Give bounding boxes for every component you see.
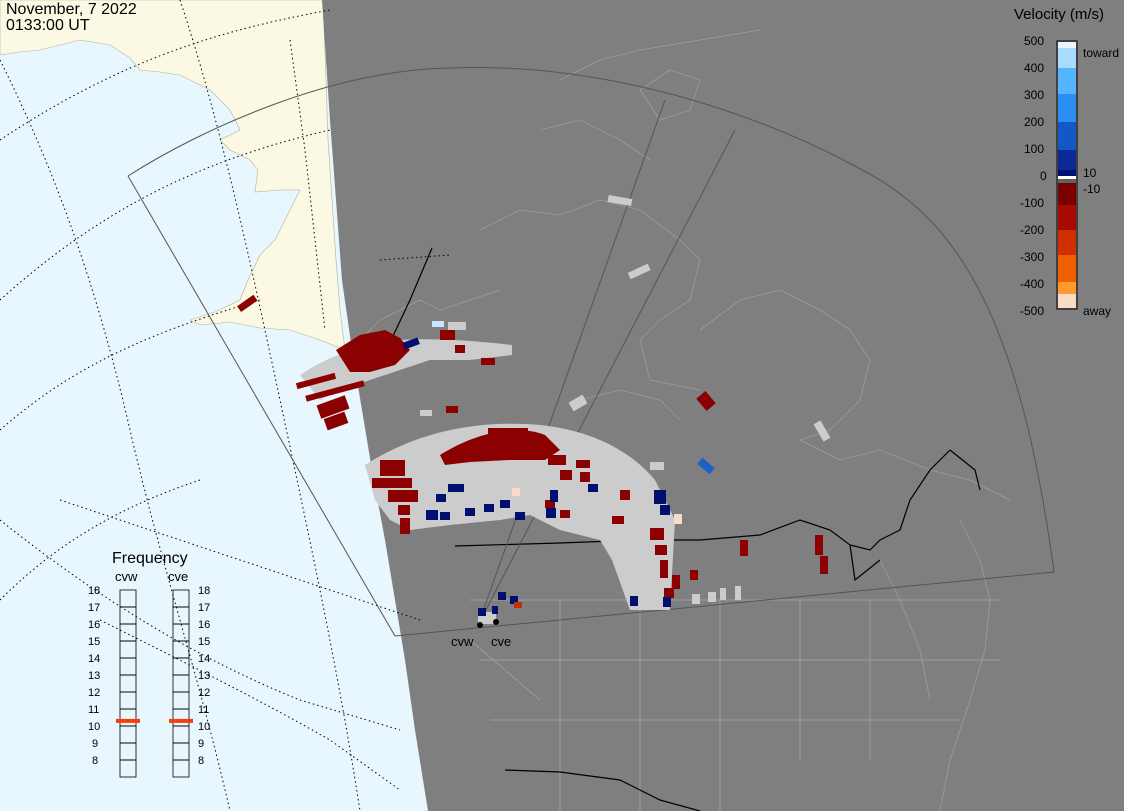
frequency-cell-cve (172, 606, 190, 625)
colorbar-tick: 100 (1024, 142, 1045, 156)
echo-toward-light (432, 321, 444, 327)
freq-tick: 9 (92, 738, 99, 750)
freq-tick: 18 (198, 585, 211, 597)
colorbar-tick: 0 (1040, 169, 1047, 183)
frequency-cell-cvw (119, 623, 137, 642)
frequency-cell-cvw (119, 657, 137, 676)
freq-tick: 10 (198, 721, 211, 733)
echo-away-mid (514, 602, 522, 608)
frequency-marker-cvw (116, 718, 140, 723)
frequency-cell-cvw (119, 589, 137, 608)
colorbar-tick: -100 (1020, 196, 1045, 210)
freq-tick: 17 (88, 602, 101, 614)
colorbar-tick: 500 (1024, 34, 1045, 48)
country-borders (391, 247, 981, 811)
colorbar-tick: -200 (1020, 223, 1045, 237)
echo-away-light (674, 514, 682, 524)
frequency-cell-cve (172, 759, 190, 778)
freq-tick: 12 (88, 687, 101, 699)
frequency-marker-cve (169, 718, 193, 723)
freq-tick: 11 (88, 704, 100, 716)
freq-tick: 12 (198, 687, 211, 699)
freq-tick: 13 (88, 670, 101, 682)
frequency-cell-cvw (119, 742, 137, 761)
freq-tick: 15 (88, 636, 101, 648)
frequency-cell-cvw (119, 708, 137, 727)
frequency-cell-cve (172, 623, 190, 642)
colorbar-lower-near: -10 (1083, 182, 1101, 196)
echoes-toward (402, 337, 671, 616)
radar-label-cvw: cvw (451, 634, 474, 649)
island (130, 30, 175, 60)
colorbar-away-label: away (1083, 304, 1112, 318)
frequency-cell-cve (172, 640, 190, 659)
frequency-cell-cve (172, 589, 190, 608)
frequency-cell-cvw (119, 674, 137, 693)
freq-tick: 18 (88, 585, 101, 597)
radar-site-cvw (477, 622, 483, 628)
sunlit-land (0, 0, 346, 351)
frequency-cell-cvw (119, 640, 137, 659)
frequency-cell-cvw (119, 725, 137, 744)
frequency-cell-cve (172, 674, 190, 693)
velocity-colorbar (1056, 40, 1078, 310)
radar-fov (127, 67, 1055, 637)
frequency-cell-cve (172, 657, 190, 676)
freq-tick: 8 (92, 755, 99, 767)
colorbar-tick: -500 (1020, 304, 1045, 318)
freq-tick: 17 (198, 602, 211, 614)
time-label: 0133:00 UT (6, 17, 90, 34)
night-region (322, 0, 1124, 811)
freq-tick: 11 (198, 704, 210, 716)
frequency-title: Frequency (112, 550, 188, 567)
colorbar-upper-near: 10 (1083, 166, 1097, 180)
freq-tick: 15 (198, 636, 211, 648)
echo-toward-mid (697, 457, 715, 475)
colorbar-tick: -400 (1020, 277, 1045, 291)
freq-tick: 13 (198, 670, 211, 682)
date-label: November, 7 2022 (6, 1, 137, 18)
lat-lon-grid (0, 0, 451, 811)
colorbar-tick: 200 (1024, 115, 1045, 129)
freq-tick: 16 (198, 619, 211, 631)
freq-tick: 8 (198, 755, 205, 767)
radar-label-cve: cve (491, 634, 511, 649)
frequency-radar-cve: cve (168, 569, 189, 584)
freq-tick: 14 (88, 653, 101, 665)
freq-tick: 14 (198, 653, 211, 665)
radar-site-cve (493, 619, 499, 625)
frequency-cell-cvw (119, 759, 137, 778)
colorbar-tick: 400 (1024, 61, 1045, 75)
frequency-cell-cve (172, 691, 190, 710)
colorbar-tick: 300 (1024, 88, 1045, 102)
echoes-away (237, 294, 828, 598)
frequency-radar-cvw: cvw (115, 569, 138, 584)
freq-tick: 9 (198, 738, 205, 750)
frequency-cell-cvw (119, 691, 137, 710)
freq-tick: 16 (88, 619, 101, 631)
coastlines-night (349, 29, 1011, 811)
frequency-cell-cve (172, 708, 190, 727)
colorbar-toward-label: toward (1083, 46, 1120, 60)
freq-tick: 10 (88, 721, 101, 733)
frequency-cell-cve (172, 725, 190, 744)
colorbar-tick: -300 (1020, 250, 1045, 264)
frequency-cell-cve (172, 742, 190, 761)
echo-away-light (512, 488, 520, 496)
frequency-cell-cvw (119, 606, 137, 625)
colorbar-title: Velocity (m/s) (1014, 6, 1105, 23)
